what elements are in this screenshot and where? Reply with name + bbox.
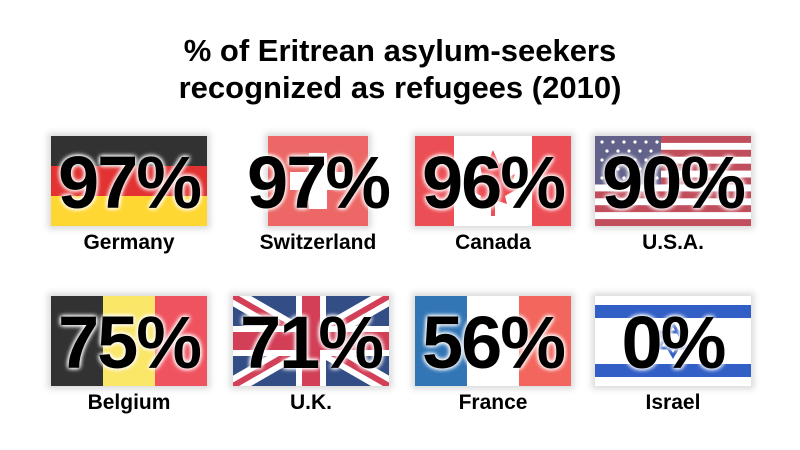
country-label: U.K. [290, 391, 332, 414]
switzerland-flag-icon [268, 136, 368, 226]
value-label: 97% [246, 141, 391, 224]
cell-canada: 96% Canada [415, 136, 571, 266]
france-flag-icon [415, 296, 571, 386]
cell-usa: 90% U.S.A. [595, 136, 751, 266]
uk-flag-icon [233, 296, 389, 386]
usa-flag-icon [595, 136, 751, 226]
cell-france: 56% France [415, 296, 571, 426]
country-label: Canada [455, 231, 531, 254]
country-label: France [458, 391, 528, 414]
cell-belgium: 75% Belgium [51, 296, 207, 426]
country-label: Israel [645, 391, 701, 414]
cell-uk: 71% U.K. [233, 296, 389, 426]
cell-israel: 0% Israel [595, 296, 751, 426]
belgium-flag-icon [51, 296, 207, 386]
value-label: 56% [421, 301, 566, 384]
country-label: Switzerland [259, 231, 377, 254]
country-label: Belgium [87, 391, 171, 414]
cell-germany: 97% Germany [51, 136, 207, 266]
value-label: 0% [621, 301, 727, 384]
country-label: U.S.A. [642, 231, 704, 254]
title-line-1: % of Eritrean asylum-seekers [183, 33, 617, 68]
value-label: 71% [239, 301, 384, 384]
value-label: 96% [421, 141, 566, 224]
canada-flag-icon [415, 136, 571, 226]
cell-switzerland: 97% Switzerland [240, 136, 396, 266]
value-label: 97% [57, 141, 202, 224]
title-line-2: recognized as refugees (2010) [178, 70, 622, 105]
germany-flag-icon [51, 136, 207, 226]
chart-title: % of Eritrean asylum-seekers recognized … [0, 32, 800, 106]
value-label: 90% [601, 141, 746, 224]
country-label: Germany [83, 231, 175, 254]
israel-flag-icon [595, 296, 751, 386]
value-label: 75% [57, 301, 202, 384]
